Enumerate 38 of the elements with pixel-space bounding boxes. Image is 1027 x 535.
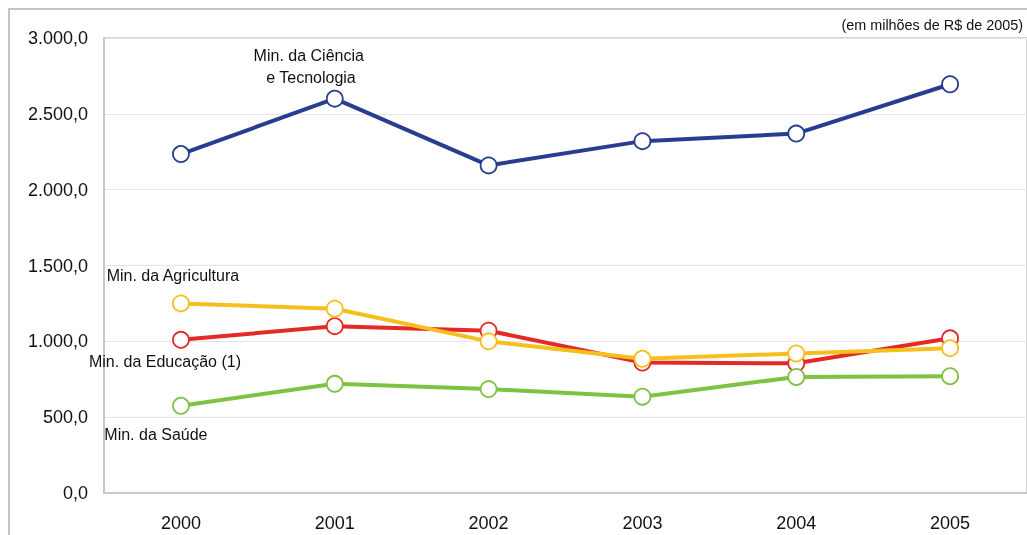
series-label: Min. da Educação (1) <box>88 353 241 371</box>
y-tick-label: 2.500,0 <box>27 103 88 124</box>
text: (em milhões de R$ de 2005) <box>841 17 1023 33</box>
point <box>325 89 344 108</box>
point <box>172 330 190 349</box>
y-tick-label: 1.500,0 <box>27 255 88 276</box>
point <box>479 332 498 351</box>
point <box>941 75 959 94</box>
point <box>325 317 344 336</box>
x-tick-label: 2002 <box>468 513 509 533</box>
y-tick-label: 500,0 <box>42 407 88 428</box>
y-tick-label: 2.000,0 <box>27 179 88 200</box>
point <box>479 380 498 398</box>
point <box>479 156 498 175</box>
point <box>941 367 959 386</box>
point <box>633 132 652 151</box>
point <box>633 387 652 406</box>
x-tick-label: 2003 <box>622 513 663 533</box>
point <box>787 124 806 143</box>
y-tick-label: 3.000,0 <box>27 28 88 48</box>
y-tick-label: 0,0 <box>62 483 88 503</box>
x-tick-label: 2001 <box>314 513 355 533</box>
x-tick-label: 2005 <box>930 513 971 533</box>
y-tick-label: 1.000,0 <box>27 331 88 352</box>
series-label: Min. da Ciência e Tecnologia <box>253 47 364 87</box>
point <box>941 339 959 358</box>
point <box>172 396 190 415</box>
point <box>787 368 806 386</box>
series-label: Min. da Agricultura <box>106 267 240 285</box>
x-tick-label: 2004 <box>776 513 817 533</box>
point <box>172 294 190 313</box>
point <box>325 299 344 318</box>
point <box>633 349 652 368</box>
point <box>172 145 190 163</box>
series-label: Min. da Saúde <box>104 426 208 444</box>
point <box>787 344 806 363</box>
x-tick-label: 2000 <box>160 513 201 533</box>
point <box>325 374 344 393</box>
